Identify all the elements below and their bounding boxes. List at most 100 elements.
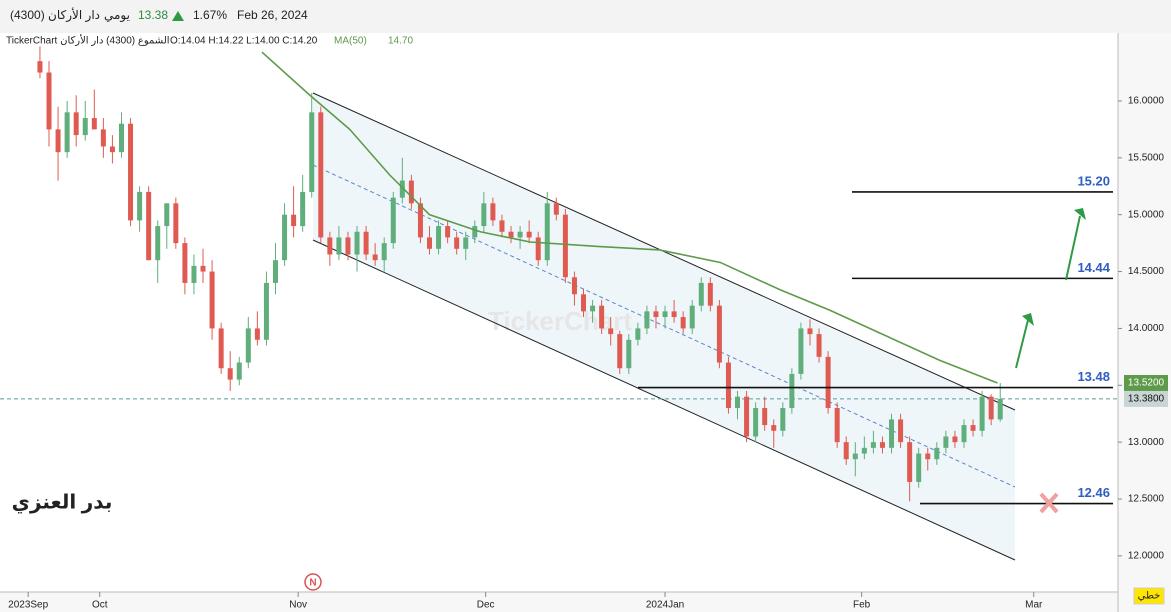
y-tick-label: 13.0000 (1128, 437, 1165, 448)
candle-body (834, 408, 840, 443)
candle-body (64, 112, 70, 153)
candle-body (381, 243, 387, 261)
x-tick-label: Mar (1025, 600, 1043, 611)
up-triangle (172, 11, 184, 21)
candle-body (943, 436, 949, 448)
candle-body (581, 294, 587, 312)
candle-body (698, 282, 704, 306)
candle-body (436, 226, 442, 249)
candle-body (200, 265, 206, 272)
candle-body (861, 447, 867, 454)
candle-body (345, 237, 351, 255)
candle-body (988, 396, 994, 420)
candle-body (961, 425, 967, 443)
candle-body (843, 442, 849, 460)
signature: بدر العنزي (12, 491, 113, 514)
candle-body (771, 425, 777, 431)
candle-body (282, 214, 288, 261)
candle-body (445, 226, 451, 238)
price-tag-label: 13.5200 (1128, 378, 1165, 389)
level-label: 15.20 (1077, 173, 1110, 188)
candle-body (309, 112, 315, 192)
candle-body (182, 243, 188, 283)
candle-body (707, 282, 713, 306)
candle-body (780, 408, 786, 431)
candle-body (925, 453, 931, 460)
candle-body (807, 328, 813, 335)
legend-ohlc: O:14.04 H:14.22 L:14.00 C:14.20 (170, 36, 318, 47)
arrow-up (1015, 319, 1029, 369)
y-tick-label: 12.5000 (1128, 494, 1165, 505)
candle-body (209, 271, 215, 329)
last-price: 13.38 (138, 8, 168, 22)
candle-body (907, 442, 913, 482)
candle-body (408, 180, 414, 204)
candle-body (553, 203, 559, 215)
candle-body (227, 368, 233, 380)
candle-body (816, 334, 822, 357)
candle-body (744, 396, 750, 437)
candle-body (635, 328, 641, 340)
candle-body (889, 419, 895, 448)
scale-mode-button[interactable] (1133, 587, 1165, 605)
candle-body (128, 123, 134, 221)
candle-body (571, 277, 577, 295)
candle-body (735, 396, 741, 409)
candle-body (617, 334, 623, 369)
candle-body (870, 442, 876, 448)
candle-body (390, 197, 396, 244)
candle-body (789, 373, 795, 409)
legend-source: TickerChart الشموع (4300) دار الأركان (6, 34, 170, 47)
candle-body (970, 425, 976, 431)
candle-body (599, 305, 605, 329)
legend-ma-value: 14.70 (388, 36, 413, 47)
change-percent: 1.67% (193, 8, 227, 22)
candle-body (526, 231, 532, 238)
candle-body (535, 237, 541, 261)
candle-body (245, 328, 251, 363)
cross-mark (1039, 492, 1059, 514)
channel-mid (312, 164, 1016, 488)
candle-body (979, 396, 985, 431)
candle-body (82, 118, 88, 136)
candle-body (689, 305, 695, 329)
candle-body (590, 305, 596, 312)
candle-body (55, 129, 61, 153)
candle-body (898, 419, 904, 443)
candle-body (454, 237, 460, 249)
level-label: 13.48 (1077, 369, 1110, 384)
x-tick-label: 2023Sep (8, 600, 48, 611)
y-tick-label: 12.0000 (1128, 551, 1165, 562)
candle-body (46, 72, 52, 130)
legend-ma: MA(50) (334, 36, 367, 47)
y-tick-label: 14.5000 (1128, 266, 1165, 277)
candle-body (671, 311, 677, 318)
candle-body (354, 231, 360, 255)
candle-body (291, 214, 297, 227)
candle-body (481, 203, 487, 227)
ma-line (261, 51, 998, 384)
candle-body (372, 254, 378, 261)
candle-body (753, 408, 759, 437)
price-tag-label: 13.3800 (1128, 394, 1165, 405)
arrow-head (1074, 208, 1086, 220)
arrow-up (1065, 215, 1081, 281)
candle-body (952, 436, 958, 443)
header-bar (0, 0, 1171, 33)
news-icon[interactable] (304, 573, 322, 591)
price-tag (1124, 390, 1168, 407)
level-label: 14.44 (1077, 260, 1110, 275)
candle-body (118, 123, 124, 153)
period: يومي (104, 8, 130, 23)
y-axis-area (1118, 33, 1171, 612)
candle-body (363, 231, 369, 255)
news-icon-letter: N (309, 578, 316, 589)
candle-body (562, 214, 568, 278)
candle-body (472, 226, 478, 238)
candle-body (164, 203, 170, 227)
x-tick-label: Feb (853, 600, 871, 611)
candle-body (716, 305, 722, 363)
candle-body (934, 447, 940, 460)
candle-body (825, 356, 831, 409)
candle-body (644, 311, 650, 329)
